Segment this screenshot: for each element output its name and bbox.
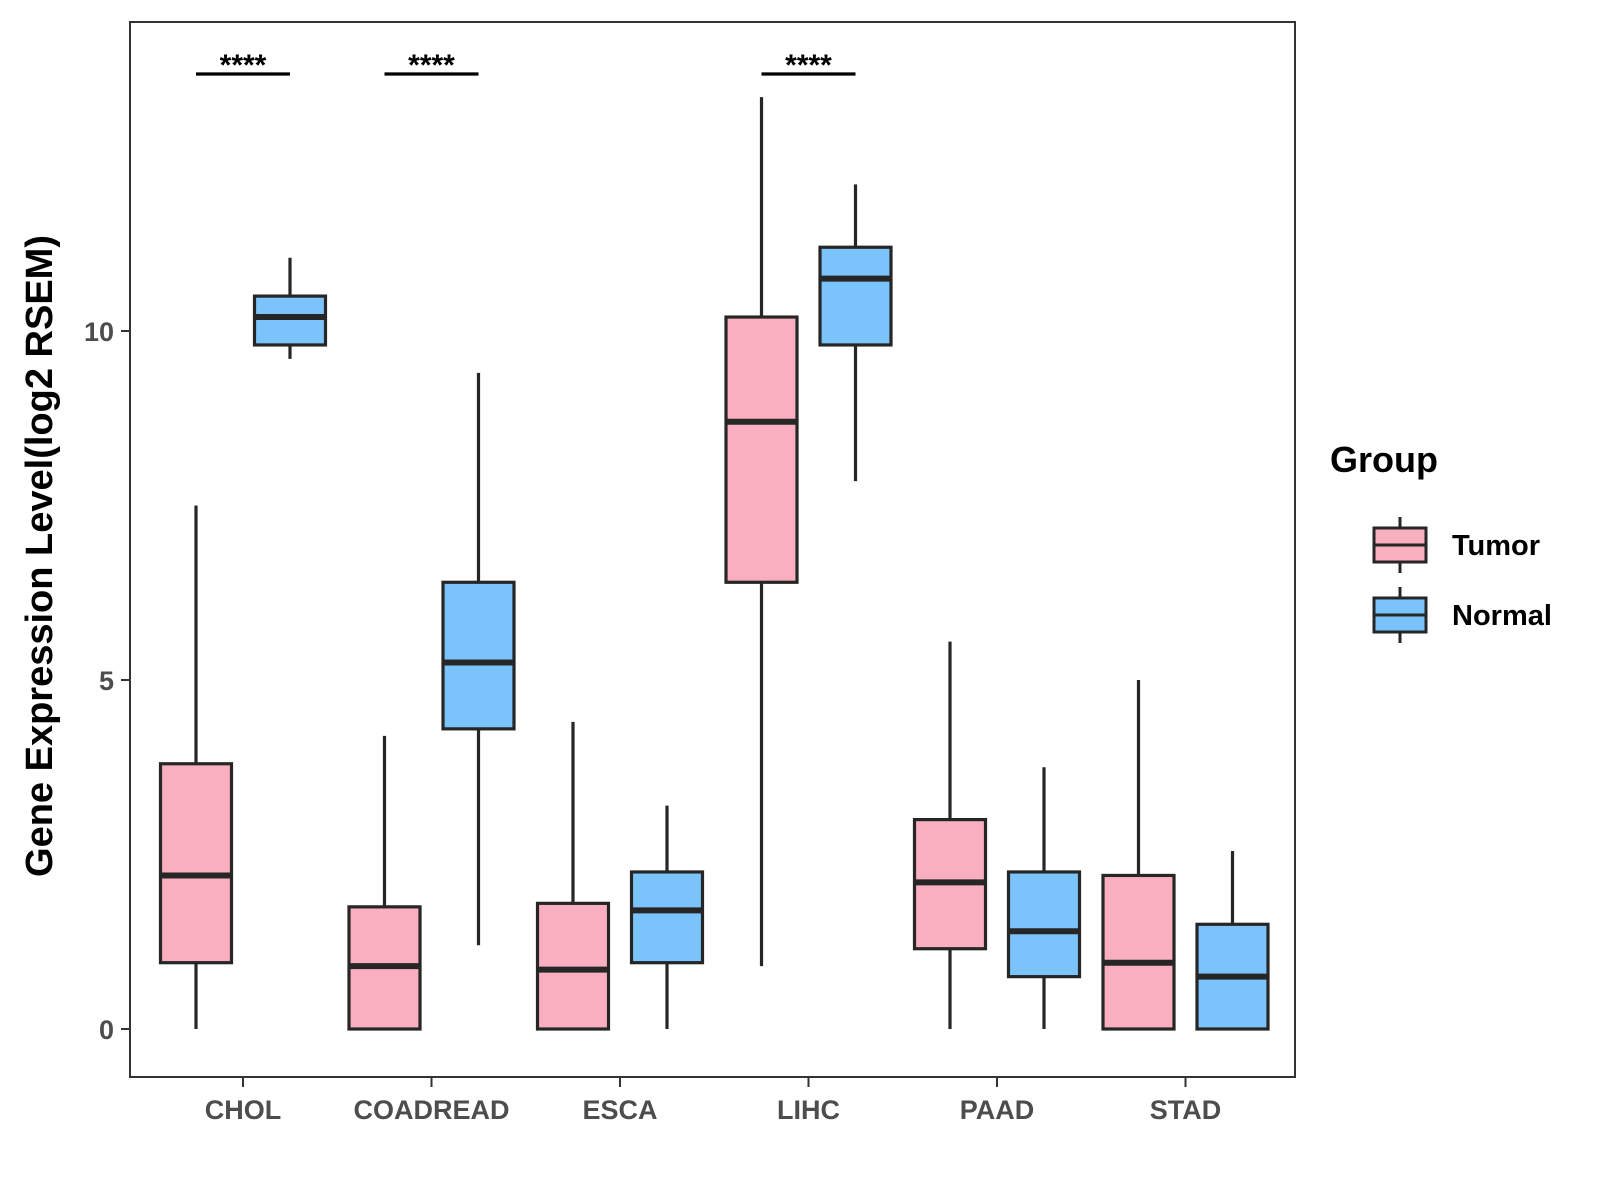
- box-normal-chol: [252, 257, 328, 359]
- box-tumor-paad: [912, 641, 988, 1029]
- x-tick-label-stad: STAD: [1150, 1095, 1222, 1125]
- legend-item-tumor: Tumor: [1372, 517, 1540, 573]
- box-body: [1101, 873, 1176, 1031]
- x-tick-label-paad: PAAD: [960, 1095, 1035, 1125]
- box-normal-paad: [1006, 767, 1082, 1029]
- box-body: [724, 315, 799, 584]
- legend-item-normal: Normal: [1372, 587, 1552, 643]
- box-tumor-chol: [158, 505, 234, 1029]
- box-body: [158, 762, 234, 965]
- plot-border: [129, 21, 1296, 1078]
- y-tick-label: 10: [84, 317, 114, 347]
- significance-label: ****: [220, 49, 267, 82]
- y-tick-label: 5: [99, 666, 114, 696]
- box-normal-esca: [629, 805, 705, 1029]
- box-tumor-esca: [535, 721, 611, 1031]
- box-body: [818, 245, 893, 347]
- x-tick-label-esca: ESCA: [582, 1095, 657, 1125]
- box-normal-lihc: [818, 184, 893, 482]
- legend-label: Normal: [1452, 600, 1552, 632]
- significance-label: ****: [785, 49, 832, 82]
- box-normal-coadread: [441, 372, 516, 946]
- box-body: [441, 580, 516, 731]
- box-body: [1006, 870, 1082, 979]
- legend-title: Group: [1330, 439, 1438, 480]
- legend: Group Tumor Normal: [1330, 439, 1552, 643]
- box-body: [252, 294, 328, 347]
- box-body: [629, 870, 705, 965]
- box-normal-stad: [1195, 851, 1270, 1031]
- box-tumor-stad: [1101, 680, 1176, 1031]
- box-body: [535, 901, 611, 1031]
- x-tick-label-chol: CHOL: [205, 1095, 282, 1125]
- y-tick-label: 0: [99, 1015, 114, 1045]
- x-tick-label-lihc: LIHC: [777, 1095, 840, 1125]
- box-tumor-coadread: [347, 735, 422, 1031]
- y-axis-title: Gene Expression Level(log2 RSEM): [19, 235, 61, 877]
- plot-area: **** **** ****: [158, 49, 1270, 1031]
- significance-label: ****: [408, 49, 455, 82]
- legend-label: Tumor: [1452, 530, 1540, 562]
- axes: 0 5 10 CHOL COADREAD ESCA LIHC PAAD STAD: [84, 21, 1296, 1125]
- box-tumor-lihc: [724, 97, 799, 967]
- x-tick-label-coadread: COADREAD: [353, 1095, 509, 1125]
